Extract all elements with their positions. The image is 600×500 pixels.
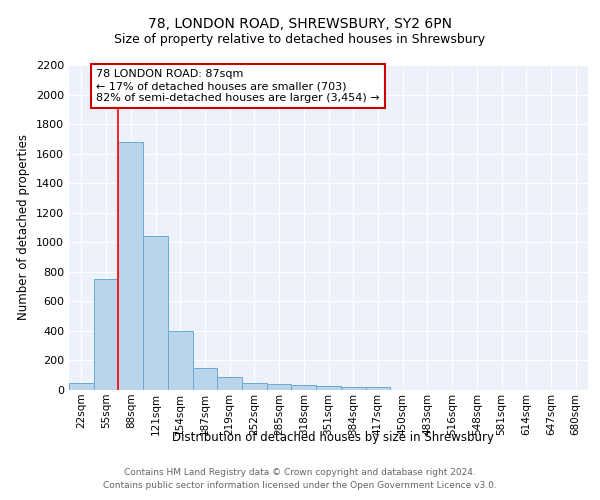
Bar bbox=[217, 378, 242, 390]
Bar bbox=[365, 387, 390, 390]
Bar bbox=[267, 384, 292, 390]
Bar bbox=[193, 368, 217, 390]
Text: Contains public sector information licensed under the Open Government Licence v3: Contains public sector information licen… bbox=[103, 482, 497, 490]
Bar bbox=[118, 142, 143, 390]
Text: 78, LONDON ROAD, SHREWSBURY, SY2 6PN: 78, LONDON ROAD, SHREWSBURY, SY2 6PN bbox=[148, 18, 452, 32]
Bar bbox=[316, 386, 341, 390]
Bar bbox=[242, 382, 267, 390]
Bar bbox=[143, 236, 168, 390]
Bar bbox=[341, 387, 365, 390]
Bar bbox=[69, 382, 94, 390]
Text: Distribution of detached houses by size in Shrewsbury: Distribution of detached houses by size … bbox=[172, 431, 494, 444]
Y-axis label: Number of detached properties: Number of detached properties bbox=[17, 134, 31, 320]
Bar bbox=[168, 331, 193, 390]
Text: Size of property relative to detached houses in Shrewsbury: Size of property relative to detached ho… bbox=[115, 32, 485, 46]
Text: 78 LONDON ROAD: 87sqm
← 17% of detached houses are smaller (703)
82% of semi-det: 78 LONDON ROAD: 87sqm ← 17% of detached … bbox=[96, 70, 380, 102]
Bar bbox=[94, 279, 118, 390]
Bar bbox=[292, 385, 316, 390]
Text: Contains HM Land Registry data © Crown copyright and database right 2024.: Contains HM Land Registry data © Crown c… bbox=[124, 468, 476, 477]
